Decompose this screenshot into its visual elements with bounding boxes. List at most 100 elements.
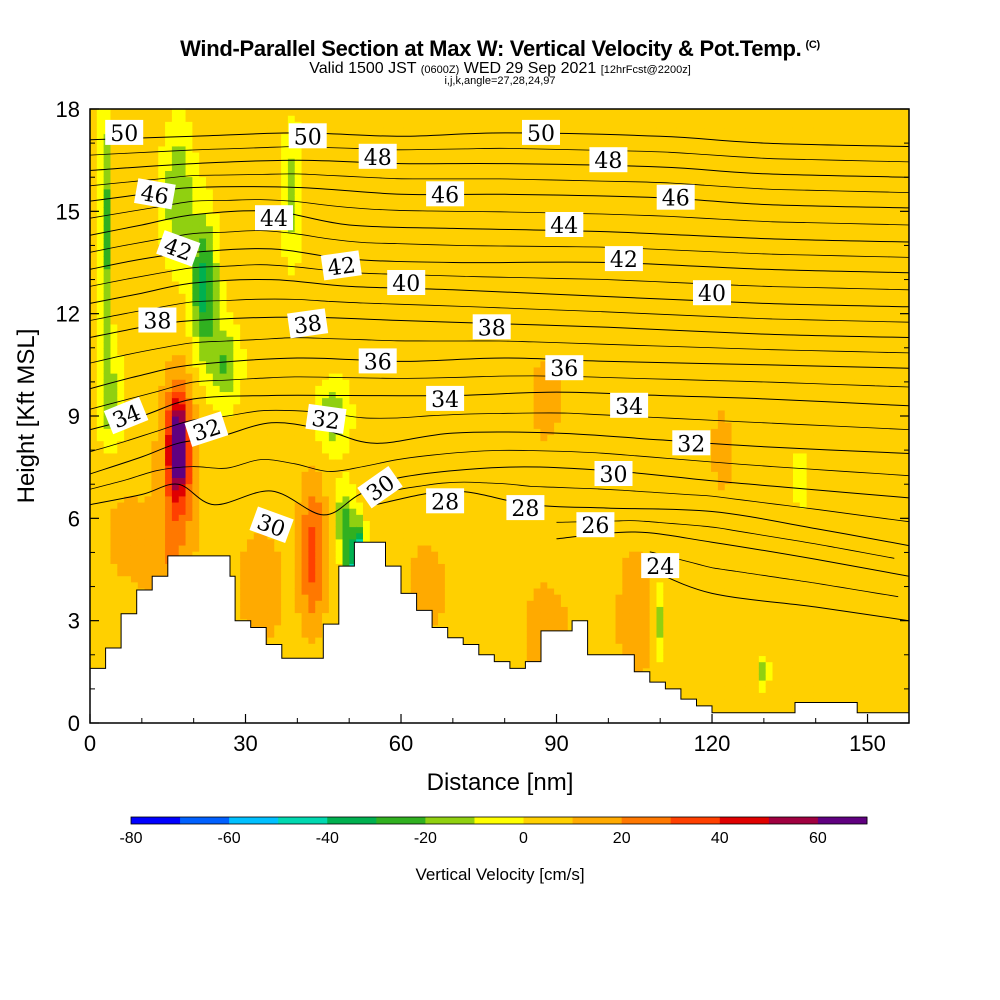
velocity-cell — [253, 109, 262, 116]
velocity-cell — [294, 237, 303, 245]
velocity-cell — [274, 508, 282, 515]
velocity-cell — [96, 237, 105, 245]
velocity-cell — [130, 176, 139, 184]
velocity-cell — [185, 280, 193, 288]
velocity-cell — [322, 109, 330, 116]
velocity-cell — [178, 262, 187, 270]
velocity-cell — [349, 330, 357, 337]
velocity-cell — [137, 219, 146, 227]
velocity-cell — [267, 477, 275, 485]
velocity-cell — [308, 145, 316, 153]
velocity-cell — [417, 170, 426, 178]
velocity-cell — [294, 280, 303, 288]
velocity-cell — [322, 581, 330, 589]
velocity-cell — [158, 544, 166, 552]
velocity-cell — [349, 403, 357, 411]
velocity-cell — [335, 391, 344, 399]
velocity-cell — [226, 213, 234, 221]
velocity-cell — [369, 127, 378, 135]
velocity-cell — [130, 336, 139, 343]
velocity-cell — [390, 495, 398, 503]
velocity-cell — [363, 109, 371, 116]
velocity-cell — [178, 440, 187, 448]
velocity-cell — [110, 643, 118, 650]
velocity-cell — [308, 151, 316, 159]
velocity-cell — [165, 446, 173, 454]
velocity-cell — [151, 121, 159, 129]
velocity-cell — [410, 477, 419, 485]
velocity-cell — [328, 557, 337, 564]
velocity-cell — [369, 379, 378, 386]
velocity-cell — [253, 250, 262, 257]
velocity-cell — [171, 508, 180, 515]
velocity-cell — [424, 366, 432, 374]
velocity-cell — [226, 176, 234, 184]
velocity-cell — [363, 403, 371, 411]
velocity-cell — [287, 342, 296, 350]
velocity-cell — [192, 452, 200, 460]
velocity-cell — [206, 109, 214, 116]
velocity-cell — [328, 532, 337, 540]
velocity-cell — [281, 428, 289, 436]
velocity-cell — [294, 336, 303, 343]
velocity-cell — [274, 495, 282, 503]
velocity-cell — [192, 151, 200, 159]
velocity-cell — [369, 115, 378, 122]
velocity-cell — [322, 336, 330, 343]
velocity-cell — [206, 342, 214, 350]
velocity-cell — [103, 563, 112, 571]
velocity-cell — [137, 397, 146, 405]
velocity-cell — [417, 219, 426, 227]
velocity-cell — [212, 489, 221, 497]
velocity-cell — [199, 397, 207, 405]
velocity-cell — [403, 305, 412, 313]
velocity-cell — [315, 360, 323, 368]
velocity-cell — [328, 201, 337, 208]
velocity-cell — [349, 121, 357, 129]
velocity-cell — [124, 465, 132, 472]
velocity-cell — [144, 287, 153, 294]
velocity-cell — [403, 311, 412, 319]
velocity-cell — [397, 520, 405, 528]
velocity-cell — [171, 526, 180, 534]
velocity-cell — [349, 201, 357, 208]
velocity-cell — [117, 563, 125, 571]
velocity-cell — [130, 538, 139, 546]
velocity-cell — [390, 416, 398, 423]
velocity-cell — [103, 194, 112, 202]
velocity-cell — [96, 630, 105, 638]
velocity-cell — [206, 158, 214, 165]
velocity-cell — [253, 299, 262, 307]
velocity-cell — [240, 446, 248, 454]
velocity-cell — [322, 471, 330, 478]
velocity-cell — [130, 231, 139, 239]
velocity-cell — [233, 489, 241, 497]
velocity-cell — [192, 471, 200, 478]
velocity-cell — [294, 268, 303, 276]
velocity-cell — [376, 188, 385, 196]
velocity-cell — [117, 557, 125, 564]
velocity-cell — [383, 250, 391, 257]
velocity-cell — [417, 311, 426, 319]
velocity-cell — [171, 164, 180, 171]
velocity-cell — [287, 360, 296, 368]
velocity-cell — [117, 471, 125, 478]
velocity-cell — [267, 115, 275, 122]
velocity-cell — [267, 403, 275, 411]
velocity-cell — [103, 151, 112, 159]
velocity-cell — [226, 551, 234, 558]
velocity-cell — [315, 391, 323, 399]
velocity-cell — [90, 311, 98, 319]
velocity-cell — [178, 520, 187, 528]
velocity-cell — [301, 385, 309, 393]
velocity-cell — [267, 489, 275, 497]
velocity-cell — [199, 323, 207, 331]
velocity-cell — [171, 151, 180, 159]
velocity-cell — [356, 379, 364, 386]
velocity-cell — [96, 526, 105, 534]
velocity-cell — [342, 557, 350, 564]
velocity-cell — [328, 569, 337, 577]
velocity-cell — [376, 385, 385, 393]
velocity-cell — [226, 207, 234, 214]
velocity-cell — [226, 231, 234, 239]
